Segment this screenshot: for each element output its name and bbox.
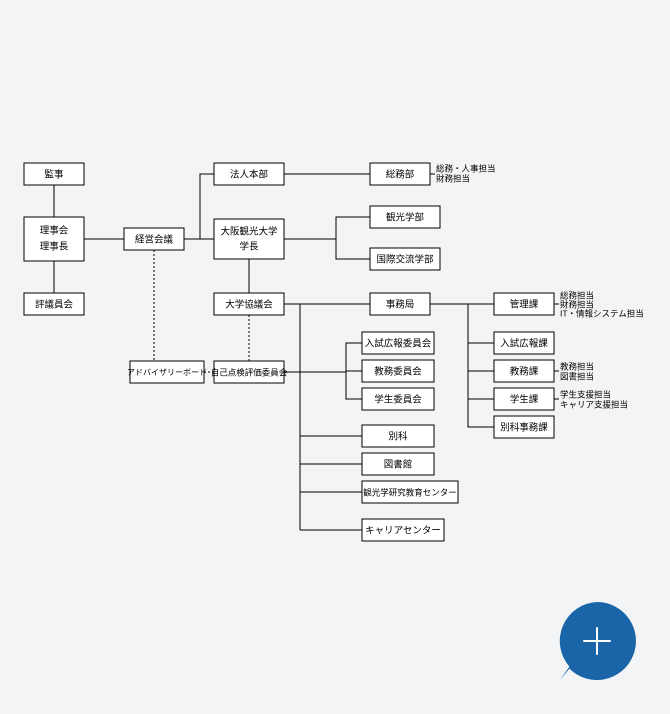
label: アドバイザリーボード [127, 368, 207, 377]
node-kyomu-ka: 教務課 [494, 360, 554, 382]
label: 教務委員会 [374, 366, 422, 378]
node-kanko: 観光学部 [370, 206, 440, 228]
svg-text:IT・情報システム担当: IT・情報システム担当 [560, 308, 644, 318]
node-hojin: 法人本部 [214, 163, 284, 185]
node-bekka: 別科 [362, 425, 434, 447]
edge [468, 304, 494, 427]
label: 理事長 [40, 241, 69, 253]
edge [336, 239, 370, 259]
node-nyushi-ka: 入試広報課 [494, 332, 554, 354]
node-kenkyu: 観光学研究教育センター [362, 481, 458, 503]
node-rijikai: 理事会 理事長 [24, 217, 84, 261]
node-gakusei-iin: 学生委員会 [362, 388, 434, 410]
svg-text:学生支援担当: 学生支援担当 [560, 389, 611, 399]
label: 別科 [388, 431, 408, 443]
label: 観光学研究教育センター [363, 487, 457, 497]
label: 教務課 [510, 366, 539, 378]
note-soumu: 総務・人事担当 財務担当 [436, 163, 496, 183]
node-advisory: アドバイザリーボード [127, 361, 207, 383]
label: 経営会議 [135, 234, 174, 246]
fab-button[interactable] [554, 598, 640, 684]
node-hyogi: 評議員会 [24, 293, 84, 315]
label: 監事 [44, 169, 64, 181]
label: キャリアセンター [365, 526, 441, 537]
label: 理事会 [40, 225, 69, 237]
node-daigaku: 大阪観光大学 学長 [214, 219, 284, 259]
svg-text:財務担当: 財務担当 [436, 173, 470, 183]
label: 事務局 [386, 299, 415, 311]
note-kyomu: 教務担当 図書担当 [560, 361, 594, 381]
svg-text:キャリア支援担当: キャリア支援担当 [560, 399, 628, 409]
note-gakusei: 学生支援担当 キャリア支援担当 [560, 389, 628, 409]
node-kokusai: 国際交流学部 [370, 248, 440, 270]
svg-text:図書担当: 図書担当 [560, 371, 594, 381]
label: 大学協議会 [225, 299, 273, 311]
node-kanji: 監事 [24, 163, 84, 185]
node-bekka-ka: 別科事務課 [494, 416, 554, 438]
label: 自己点検評価委員会 [211, 367, 288, 377]
svg-text:教務担当: 教務担当 [560, 361, 594, 371]
node-career: キャリアセンター [362, 519, 444, 541]
edge [284, 343, 362, 372]
label: 大阪観光大学 [220, 226, 277, 238]
note-kanri: 総務担当 財務担当 IT・情報システム担当 [560, 290, 644, 318]
svg-text:総務・人事担当: 総務・人事担当 [436, 163, 496, 173]
label: 学生委員会 [374, 394, 422, 406]
label: 国際交流学部 [376, 254, 433, 266]
label: 総務部 [386, 169, 415, 181]
label: 観光学部 [386, 212, 424, 224]
node-kyomu-iin: 教務委員会 [362, 360, 434, 382]
edge [284, 217, 370, 239]
node-jimukyoku: 事務局 [370, 293, 430, 315]
label: 図書館 [384, 459, 413, 471]
label: 評議員会 [35, 299, 74, 311]
label: 学生課 [510, 394, 539, 406]
node-kanrika: 管理課 [494, 293, 554, 315]
label: 入試広報課 [500, 338, 548, 350]
label: 法人本部 [230, 169, 268, 181]
node-soumubu: 総務部 [370, 163, 430, 185]
label: 入試広報委員会 [365, 338, 432, 350]
label: 管理課 [510, 299, 539, 311]
node-tosho: 図書館 [362, 453, 434, 475]
node-gakusei-ka: 学生課 [494, 388, 554, 410]
label: 別科事務課 [500, 422, 548, 434]
node-jiko: 自己点検評価委員会 [211, 361, 288, 383]
label: 学長 [239, 241, 259, 253]
node-kyogikai: 大学協議会 [214, 293, 284, 315]
edge [346, 372, 362, 399]
edge [184, 174, 214, 239]
node-keiei: 経営会議 [124, 228, 184, 250]
node-nyushi-iin: 入試広報委員会 [362, 332, 434, 354]
